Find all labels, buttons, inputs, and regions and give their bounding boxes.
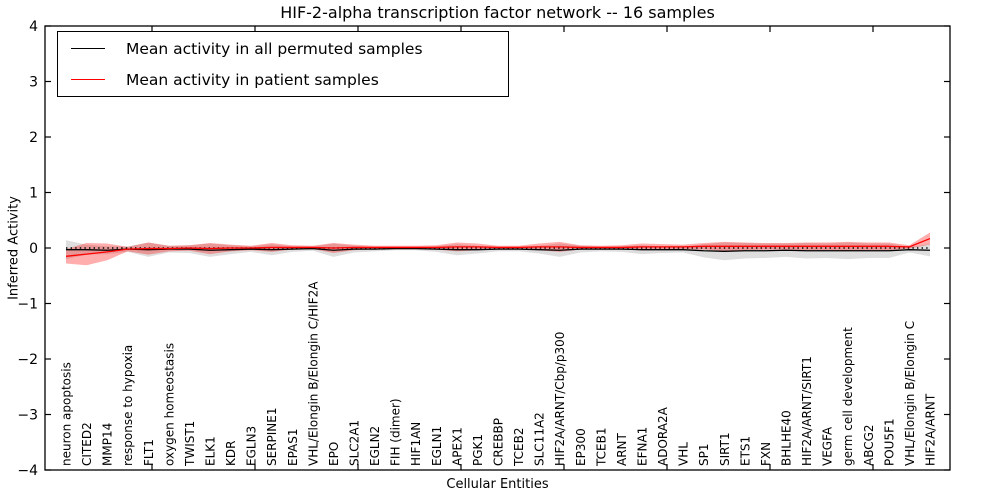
x-tick-label: neuron apoptosis <box>60 362 74 466</box>
x-tick-label: EPAS1 <box>286 428 300 466</box>
x-tick-label: HIF1AN <box>409 422 423 466</box>
x-tick-label: TCEB2 <box>512 428 526 467</box>
x-tick-label: TWIST1 <box>183 421 197 467</box>
x-tick-label: HIF2A/ARNT <box>924 393 938 466</box>
legend-item-permuted: Mean activity in all permuted samples <box>58 33 508 64</box>
x-tick-label: SLC2A1 <box>348 420 362 466</box>
x-tick-label: ADORA2A <box>656 406 670 466</box>
x-tick-label: PGK1 <box>471 434 485 466</box>
x-tick-label: VHL/Elongin B/Elongin C <box>903 321 917 466</box>
x-tick-label: SLC11A2 <box>533 412 547 466</box>
patient-mean-line <box>65 237 931 257</box>
x-tick-label: CITED2 <box>80 422 94 466</box>
legend: Mean activity in all permuted samples Me… <box>57 31 509 97</box>
y-tick-label: 2 <box>29 130 38 146</box>
x-tick-label: ABCG2 <box>862 424 876 466</box>
x-tick-label: VHL <box>677 442 691 466</box>
x-tick-label: oxygen homeostasis <box>162 343 176 466</box>
y-tick-label: −1 <box>17 297 38 313</box>
y-tick-label: 0 <box>29 241 38 257</box>
x-tick-label: CREBBP <box>492 418 506 466</box>
legend-label-permuted: Mean activity in all permuted samples <box>126 39 423 58</box>
x-tick-label: TCEB1 <box>594 428 608 467</box>
x-tick-label: ELK1 <box>204 436 218 466</box>
x-tick-label: ETS1 <box>738 436 752 466</box>
x-tick-label: EGLN1 <box>430 426 444 466</box>
x-axis-title: Cellular Entities <box>446 477 549 492</box>
legend-label-patient: Mean activity in patient samples <box>126 70 379 89</box>
x-tick-label: EP300 <box>574 428 588 466</box>
x-tick-label: response to hypoxia <box>121 345 135 466</box>
y-tick-label: 3 <box>29 75 38 91</box>
x-tick-label: EPO <box>327 442 341 466</box>
x-tick-label: MMP14 <box>101 423 115 466</box>
y-tick-label: 4 <box>29 19 38 35</box>
x-tick-label: HIF2A/ARNT/SIRT1 <box>800 356 814 466</box>
x-tick-label: FLT1 <box>142 439 156 466</box>
x-tick-label: FXN <box>759 442 773 466</box>
x-tick-label: ARNT <box>615 432 629 466</box>
patient-line-swatch <box>71 79 105 80</box>
y-tick-label: 1 <box>29 186 38 202</box>
x-tick-label: EGLN3 <box>245 426 259 466</box>
x-tick-label: EGLN2 <box>368 426 382 466</box>
x-tick-label: APEX1 <box>450 427 464 466</box>
x-tick-label: SERPINE1 <box>265 407 279 466</box>
x-tick-label: germ cell development <box>841 327 855 466</box>
legend-item-patient: Mean activity in patient samples <box>58 64 508 95</box>
x-tick-label: HIF2A/ARNT/Cbp/p300 <box>553 332 567 466</box>
x-tick-label: VEGFA <box>821 426 835 466</box>
x-tick-label: POU5F1 <box>882 418 896 466</box>
x-tick-label: EFNA1 <box>636 427 650 466</box>
y-tick-label: −4 <box>17 463 38 479</box>
x-tick-label: KDR <box>224 441 238 466</box>
y-tick-label: −2 <box>17 352 38 368</box>
permuted-line-swatch <box>71 48 105 49</box>
chart-title: HIF-2-alpha transcription factor network… <box>280 3 715 22</box>
y-axis-title: Inferred Activity <box>6 196 22 300</box>
y-tick-label: −3 <box>17 408 38 424</box>
x-tick-label: SP1 <box>697 444 711 467</box>
x-tick-label: VHL/Elongin B/Elongin C/HIF2A <box>306 281 320 466</box>
x-tick-label: BHLHE40 <box>780 410 794 466</box>
x-tick-label: SIRT1 <box>718 432 732 466</box>
permuted-mean-line <box>66 247 931 252</box>
x-tick-label: FIH (dimer) <box>389 398 403 466</box>
permuted-band <box>66 240 930 261</box>
